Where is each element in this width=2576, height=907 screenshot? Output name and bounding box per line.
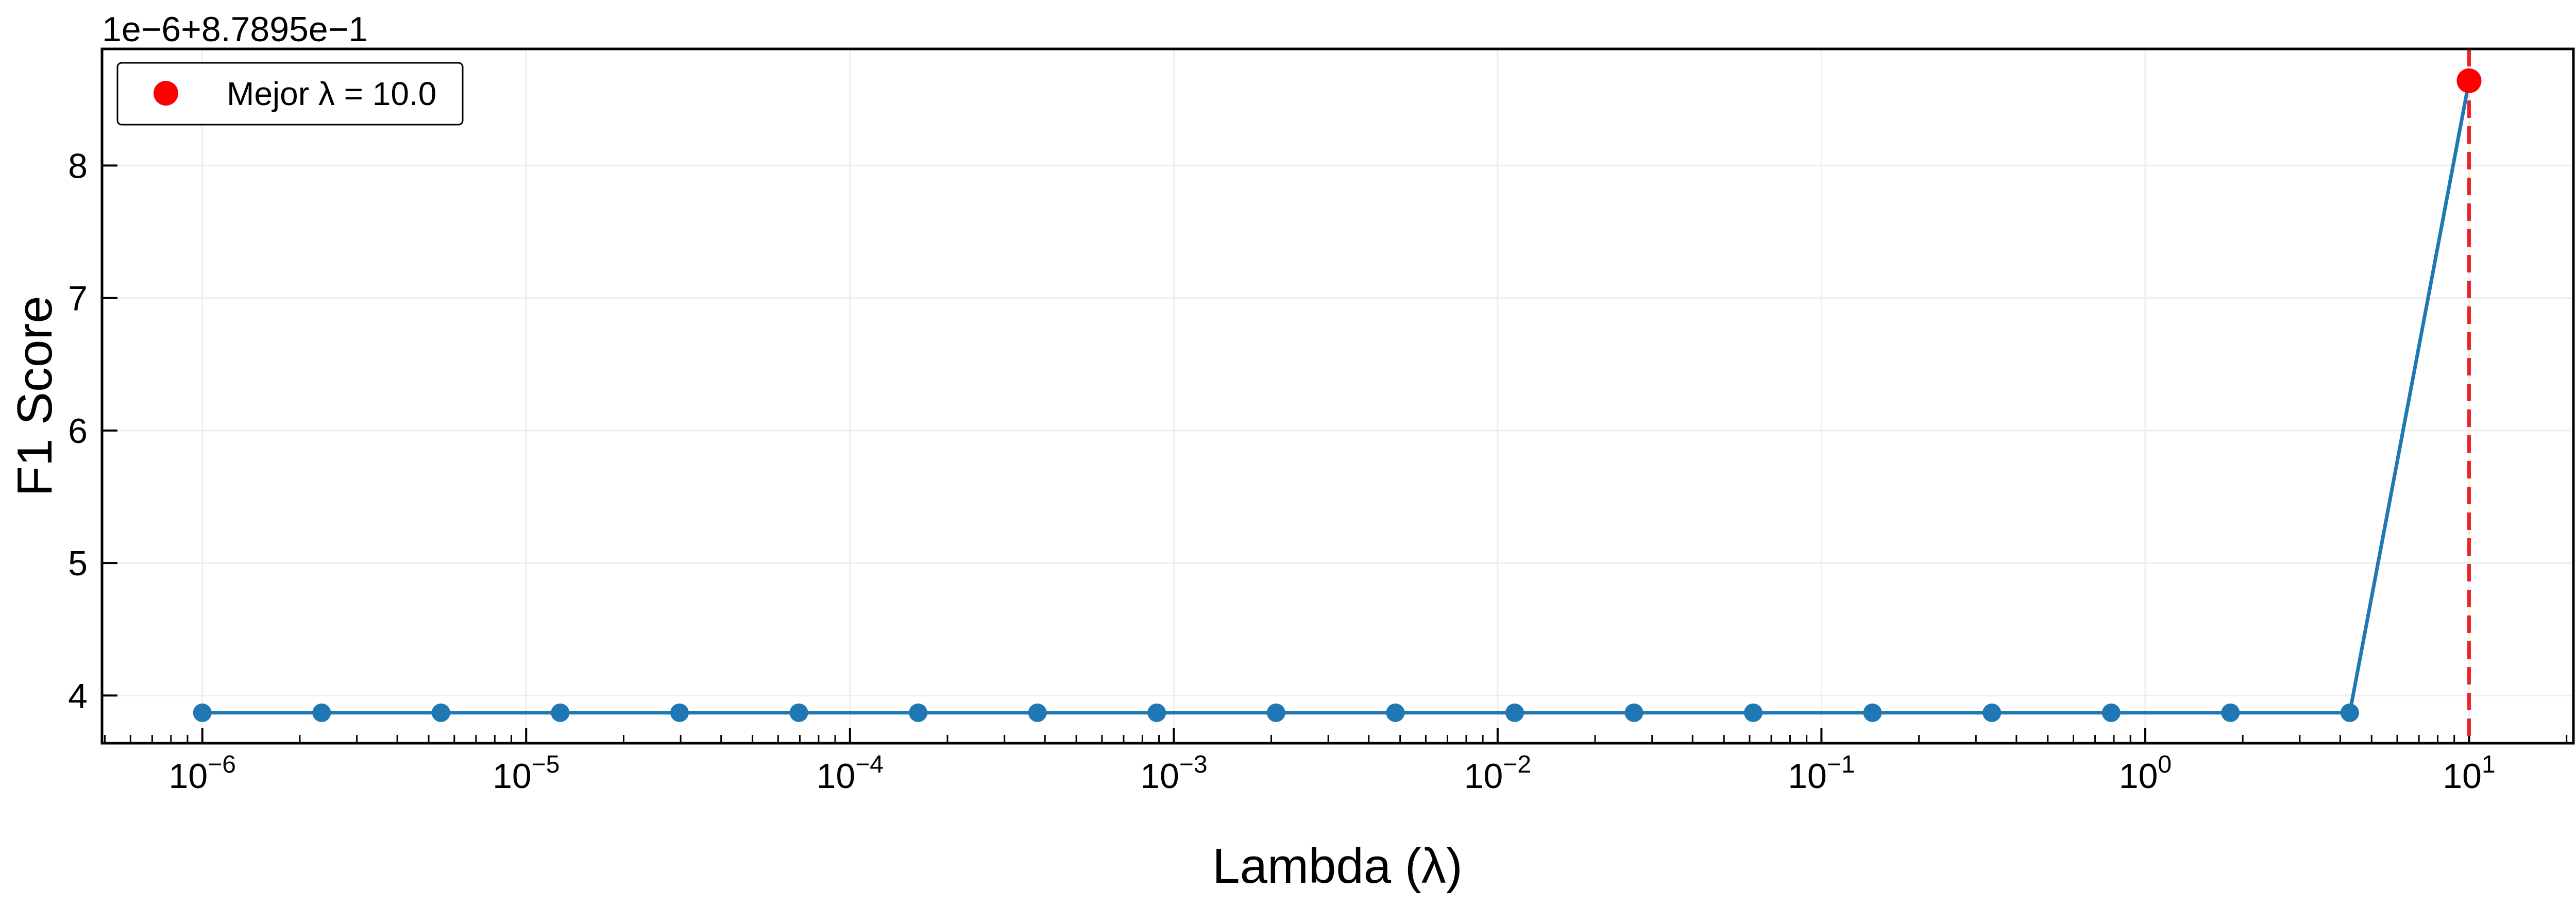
x-tick-label: 10−4 xyxy=(817,751,884,796)
x-tick-label: 10−6 xyxy=(169,751,236,796)
data-point xyxy=(2102,703,2121,722)
data-point xyxy=(1028,703,1047,722)
data-point xyxy=(1505,703,1524,722)
data-point xyxy=(670,703,689,722)
data-point xyxy=(431,703,450,722)
plot-frame xyxy=(100,47,2575,745)
series-line xyxy=(202,80,2471,715)
major-ticks xyxy=(102,164,2470,743)
data-point xyxy=(1744,703,1763,722)
y-tick-label: 5 xyxy=(68,544,88,583)
data-point xyxy=(1863,703,1882,722)
data-point xyxy=(312,703,331,722)
x-tick-label: 10−5 xyxy=(493,751,560,796)
x-tick-label: 100 xyxy=(2119,751,2172,796)
legend: Mejor λ = 10.0 xyxy=(116,62,464,126)
data-point xyxy=(1266,703,1285,722)
data-point xyxy=(2221,703,2240,722)
y-axis-title: F1 Score xyxy=(7,296,62,496)
x-axis-title: Lambda (λ) xyxy=(1212,838,1463,894)
x-tick-label: 10−3 xyxy=(1140,751,1207,796)
y-tick-label: 6 xyxy=(68,412,88,451)
y-offset-text: 1e−6+8.7895e−1 xyxy=(102,10,368,49)
best-layer xyxy=(2456,49,2482,743)
y-tick-label: 7 xyxy=(68,279,88,318)
data-point xyxy=(2340,703,2359,722)
data-point xyxy=(1982,703,2002,722)
y-tick-label: 4 xyxy=(68,676,88,715)
data-point xyxy=(1386,703,1405,722)
data-point xyxy=(909,703,928,722)
data-point xyxy=(1147,703,1166,722)
data-point xyxy=(551,703,570,722)
data-point xyxy=(1624,703,1643,722)
data-point xyxy=(789,703,808,722)
x-tick-label: 10−2 xyxy=(1464,751,1531,796)
legend-marker xyxy=(154,81,178,106)
x-tick-label: 101 xyxy=(2443,751,2495,796)
x-tick-label: 10−1 xyxy=(1788,751,1855,796)
legend-label: Mejor λ = 10.0 xyxy=(227,75,436,112)
y-tick-labels: 4 5 6 7 8 xyxy=(68,146,88,715)
series-layer xyxy=(193,71,2479,722)
y-tick-label: 8 xyxy=(68,146,88,185)
grid-layer xyxy=(102,49,2573,743)
x-tick-labels: 10−6 10−5 10−4 10−3 10−2 10−1 100 101 xyxy=(169,751,2496,796)
best-point-marker xyxy=(2456,68,2482,93)
legend-box xyxy=(116,62,464,126)
x-minor-ticks xyxy=(104,735,2568,743)
data-point xyxy=(193,703,212,722)
